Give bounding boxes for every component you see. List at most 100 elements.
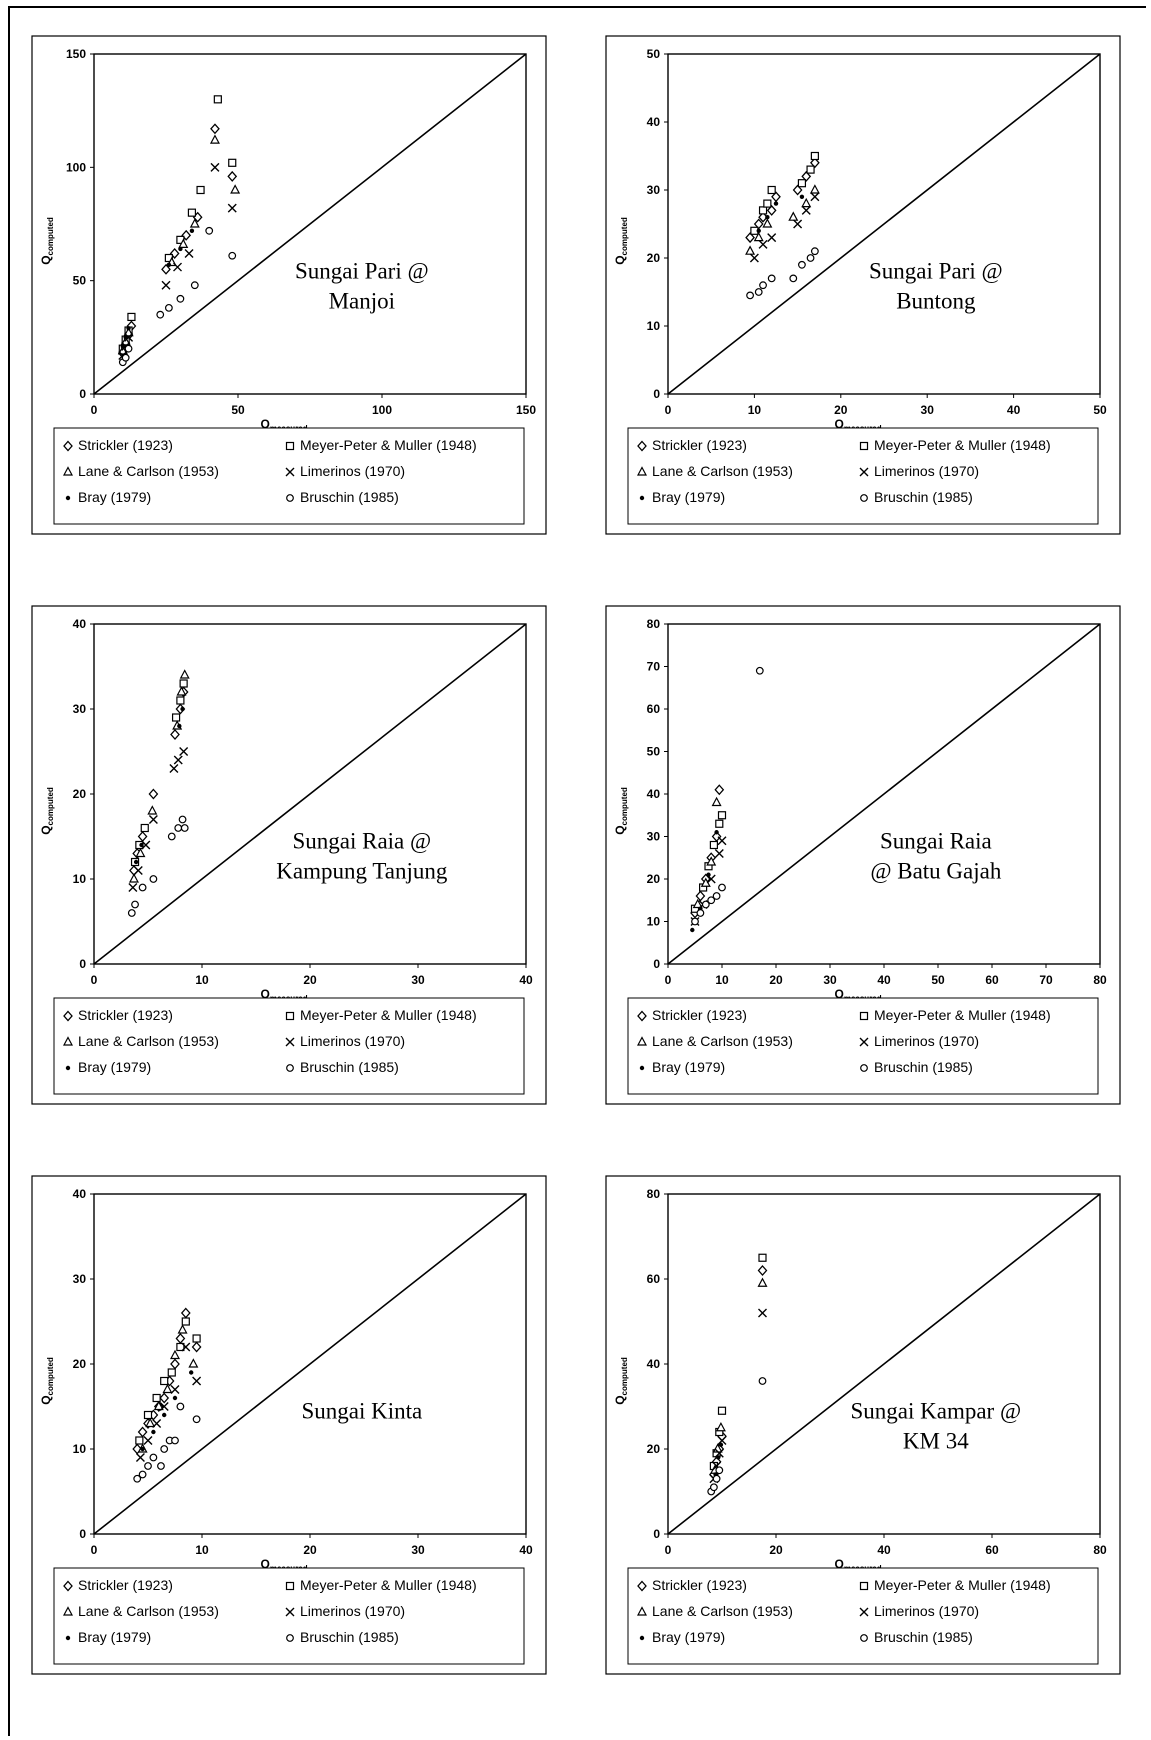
data-point bbox=[806, 165, 815, 174]
data-point bbox=[756, 228, 761, 233]
legend-label: Lane & Carlson (1953) bbox=[78, 1033, 219, 1049]
legend-label: Lane & Carlson (1953) bbox=[652, 463, 793, 479]
x-tick-label: 50 bbox=[1093, 403, 1107, 417]
data-point bbox=[166, 262, 172, 267]
legend: Strickler (1923) Meyer-Peter & Muller (19… bbox=[53, 427, 525, 525]
y-tick-label: 40 bbox=[647, 1357, 661, 1371]
data-point bbox=[187, 208, 197, 217]
data-point bbox=[709, 1483, 718, 1492]
data-point bbox=[148, 815, 158, 824]
y-tick-label: 40 bbox=[73, 617, 87, 631]
legend-label: Meyer-Peter & Muller (1948) bbox=[300, 1007, 477, 1023]
data-point bbox=[162, 1412, 167, 1418]
data-point bbox=[181, 1342, 191, 1352]
legend-label: Lane & Carlson (1953) bbox=[78, 1603, 219, 1619]
data-point bbox=[766, 204, 777, 216]
legend-marker bbox=[860, 1064, 868, 1072]
legend-marker bbox=[63, 440, 73, 452]
legend-label: Strickler (1923) bbox=[652, 437, 747, 453]
legend-marker bbox=[63, 466, 73, 476]
data-point bbox=[176, 1342, 185, 1352]
legend-marker bbox=[637, 1010, 647, 1022]
legend-marker bbox=[285, 1011, 295, 1021]
legend-marker bbox=[65, 1635, 71, 1641]
data-point bbox=[754, 288, 763, 296]
legend-label: Bruschin (1985) bbox=[300, 1059, 399, 1075]
data-point bbox=[139, 842, 144, 848]
legend-label: Limerinos (1970) bbox=[300, 1603, 405, 1619]
x-tick-label: 20 bbox=[834, 403, 848, 417]
data-point bbox=[128, 873, 139, 883]
legend: Strickler (1923) Meyer-Peter & Muller (19… bbox=[627, 1567, 1099, 1665]
station-annotation: Sungai Pari @ Buntong bbox=[869, 258, 1003, 313]
data-point bbox=[167, 1368, 176, 1377]
data-point bbox=[691, 917, 699, 926]
y-tick-label: 60 bbox=[647, 1272, 661, 1286]
legend-label: Bruschin (1985) bbox=[874, 1629, 973, 1645]
data-point bbox=[209, 134, 220, 144]
legend-label: Strickler (1923) bbox=[652, 1007, 747, 1023]
reference-line-1to1 bbox=[93, 623, 527, 965]
legend-label: Lane & Carlson (1953) bbox=[652, 1603, 793, 1619]
data-point bbox=[120, 344, 126, 349]
legend-marker bbox=[637, 1606, 647, 1616]
reference-line-1to1 bbox=[93, 1193, 527, 1535]
chart-svg: 010203040010203040QmeasuredQcomputedSung… bbox=[31, 1175, 547, 1675]
chart-svg: 050100150050100150QmeasuredQcomputedSung… bbox=[31, 35, 547, 535]
legend-label: Bray (1979) bbox=[78, 1059, 151, 1075]
data-point bbox=[127, 312, 136, 322]
series-bruschin-1985 bbox=[691, 666, 764, 926]
data-point bbox=[160, 1445, 169, 1453]
data-point bbox=[758, 1377, 767, 1385]
reference-line-1to1 bbox=[93, 53, 527, 395]
legend-label: Meyer-Peter & Muller (1948) bbox=[874, 1577, 1051, 1593]
data-point bbox=[174, 824, 183, 832]
y-tick-label: 20 bbox=[73, 1357, 87, 1371]
data-point bbox=[228, 158, 237, 167]
series-limerinos-1970 bbox=[135, 1342, 202, 1462]
y-axis-ticks: 0 10 20 30 40 50 60 70 80 bbox=[647, 617, 668, 971]
data-point bbox=[178, 246, 183, 252]
data-point bbox=[717, 836, 727, 846]
data-point bbox=[715, 819, 724, 828]
panel-sungai-raia-kampung-tanjung: 010203040010203040QmeasuredQcomputedSung… bbox=[24, 598, 554, 1118]
data-point bbox=[179, 679, 188, 688]
y-tick-label: 20 bbox=[647, 1442, 661, 1456]
legend-marker bbox=[286, 1064, 294, 1072]
legend-label: Bray (1979) bbox=[652, 489, 725, 505]
y-tick-label: 50 bbox=[73, 274, 87, 288]
x-tick-label: 150 bbox=[516, 403, 536, 417]
y-axis-ticks: 0 10 20 30 40 bbox=[73, 1187, 94, 1541]
data-point bbox=[127, 909, 136, 917]
data-point bbox=[173, 755, 183, 765]
data-point bbox=[148, 788, 159, 800]
data-point bbox=[718, 1442, 724, 1447]
data-point bbox=[797, 179, 807, 188]
data-point bbox=[159, 1392, 170, 1404]
y-tick-label: 50 bbox=[647, 47, 661, 61]
data-point bbox=[773, 201, 779, 206]
x-tick-label: 0 bbox=[665, 1543, 672, 1557]
y-tick-label: 50 bbox=[647, 745, 661, 759]
data-point bbox=[758, 1308, 767, 1318]
legend-label: Meyer-Peter & Muller (1948) bbox=[300, 1577, 477, 1593]
y-tick-label: 10 bbox=[73, 1442, 87, 1456]
data-point bbox=[718, 883, 726, 892]
legend-label: Meyer-Peter & Muller (1948) bbox=[874, 1007, 1051, 1023]
data-point bbox=[157, 1462, 165, 1470]
data-point bbox=[181, 1317, 190, 1326]
legend-label: Limerinos (1970) bbox=[874, 463, 979, 479]
y-tick-label: 0 bbox=[79, 387, 86, 401]
y-axis-label: Qcomputed bbox=[613, 787, 629, 835]
chart-svg: 010203040010203040QmeasuredQcomputedSung… bbox=[31, 605, 547, 1105]
legend-label: Meyer-Peter & Muller (1948) bbox=[300, 437, 477, 453]
data-point bbox=[810, 157, 820, 169]
y-axis-ticks: 0 20 40 60 80 bbox=[647, 1187, 668, 1541]
legend-label: Lane & Carlson (1953) bbox=[652, 1033, 793, 1049]
data-point bbox=[147, 805, 158, 815]
y-axis-label: Qcomputed bbox=[613, 1357, 629, 1405]
data-point bbox=[145, 1417, 156, 1428]
data-point bbox=[172, 1395, 178, 1401]
data-point bbox=[177, 1324, 188, 1334]
legend-marker bbox=[63, 1036, 73, 1046]
